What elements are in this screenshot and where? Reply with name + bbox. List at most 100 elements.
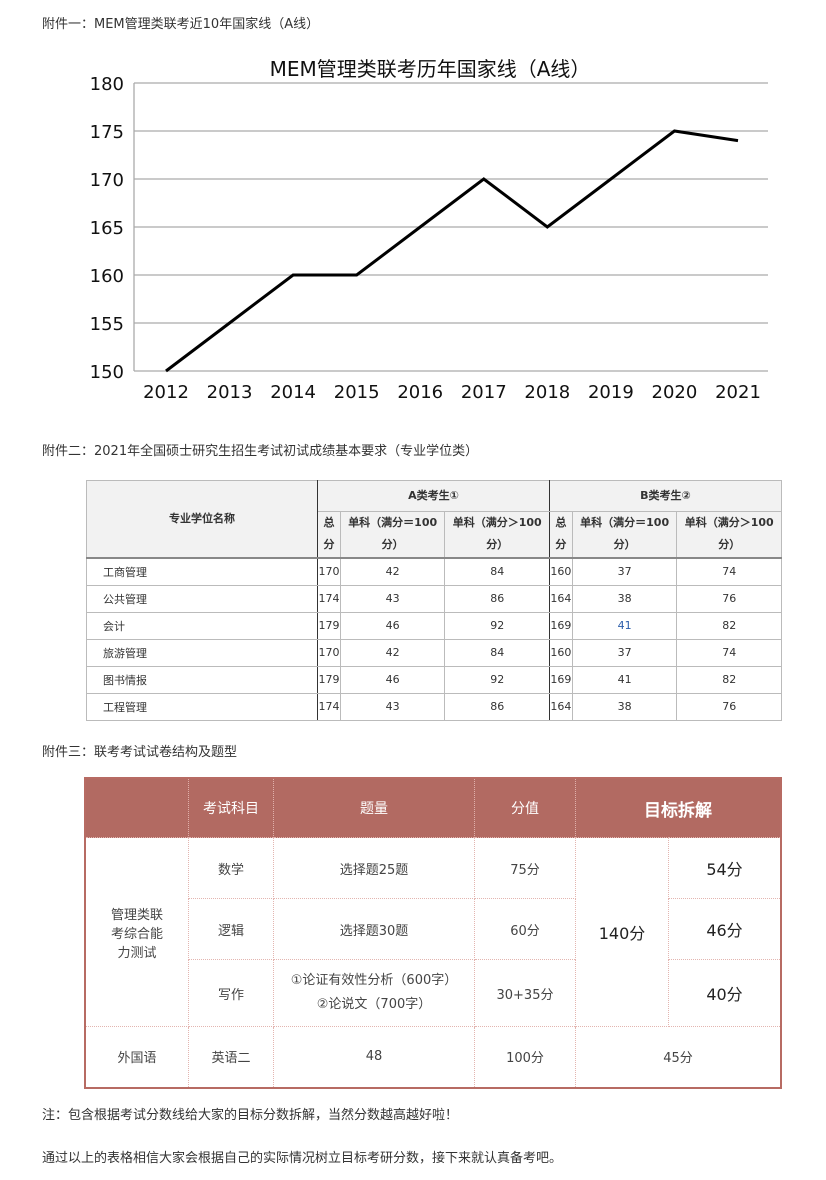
x-tick-label: 2016	[397, 382, 443, 403]
table-cell: 179	[317, 665, 341, 694]
writing-score: 30+35分	[474, 959, 576, 1027]
row-name: 工商管理	[86, 557, 318, 586]
table-cell: 86	[444, 692, 550, 721]
subject-math: 数学	[188, 837, 274, 899]
x-tick-label: 2018	[524, 382, 570, 403]
table-cell: 84	[444, 557, 550, 586]
table-cell: 160	[548, 638, 573, 667]
x-tick-label: 2017	[461, 382, 507, 403]
note: 注：包含根据考试分数线给大家的目标分数拆解，当然分数越高越好啦！	[42, 1108, 459, 1123]
y-tick-label: 170	[90, 170, 124, 191]
subject-logic: 逻辑	[188, 898, 274, 960]
table-cell: 174	[317, 692, 341, 721]
table-cell: 160	[548, 557, 573, 586]
writing-target: 40分	[668, 959, 782, 1027]
table-cell: 84	[444, 638, 550, 667]
table-cell: 170	[317, 557, 341, 586]
header-score: 分值	[474, 778, 576, 838]
line-chart: MEM管理类联考历年国家线（A线） 150 155 160 165 170 175 180 20…	[90, 57, 768, 403]
logic-target: 46分	[668, 898, 782, 960]
table-cell: 86	[444, 584, 550, 613]
table-cell: 179	[317, 611, 341, 640]
header-a-gt: 单科（满分＞100分）	[444, 511, 550, 558]
table-cell: 174	[317, 584, 341, 613]
subject-writing: 写作	[188, 959, 274, 1027]
table-row: 工程管理 174 43 86 164 38 76	[86, 692, 782, 721]
table-cell: 164	[548, 692, 573, 721]
x-tick-label: 2019	[588, 382, 634, 403]
header-count: 题量	[273, 778, 475, 838]
y-tick-label: 150	[90, 362, 124, 383]
table-cell: 43	[339, 692, 446, 721]
x-tick-label: 2012	[143, 382, 189, 403]
english-target: 45分	[575, 1026, 782, 1088]
header-target: 目标拆解	[575, 778, 782, 838]
header-name: 专业学位名称	[86, 480, 318, 558]
table-row: 图书情报 179 46 92 169 41 82	[86, 665, 782, 694]
header-blank	[85, 778, 189, 838]
row-name: 公共管理	[86, 584, 318, 613]
caption-2: 附件二：2021年全国硕士研究生招生考试初试成绩基本要求（专业学位类）	[42, 444, 479, 459]
row-name: 图书情报	[86, 665, 318, 694]
table-cell: 46	[339, 665, 446, 694]
score-requirements-table: 专业学位名称 A类考生① B类考生② 总分 单科（满分＝100分） 单科（满分＞10…	[86, 480, 783, 721]
x-tick-label: 2014	[270, 382, 316, 403]
table-cell: 82	[676, 665, 782, 694]
header-b-total: 总分	[548, 511, 573, 558]
table-cell: 43	[339, 584, 446, 613]
logic-score: 60分	[474, 898, 576, 960]
caption-3: 附件三：联考考试试卷结构及题型	[42, 745, 238, 760]
x-tick-label: 2013	[207, 382, 253, 403]
table-cell: 169	[548, 665, 573, 694]
table-row: 旅游管理 170 42 84 160 37 74	[86, 638, 782, 667]
header-b-eq: 单科（满分＝100分）	[571, 511, 678, 558]
table-row: 会计 179 46 92 169 41 82	[86, 611, 782, 640]
group-target: 140分	[575, 837, 669, 1027]
x-tick-label: 2015	[334, 382, 380, 403]
series-line	[165, 129, 739, 373]
english-score: 100分	[474, 1026, 576, 1088]
table-cell: 38	[571, 584, 678, 613]
writing-count-1: ①论证有效性分析（600字）	[290, 973, 458, 988]
table-cell: 42	[339, 557, 446, 586]
table-cell: 46	[339, 611, 446, 640]
row-name: 会计	[86, 611, 318, 640]
table-cell: 41	[571, 665, 678, 694]
chart-title: MEM管理类联考历年国家线（A线）	[270, 57, 591, 81]
table-cell: 74	[676, 557, 782, 586]
writing-count-2: ②论说文（700字）	[316, 997, 432, 1012]
header-a-total: 总分	[317, 511, 341, 558]
group-comprehensive: 管理类联考综合能力测试	[84, 837, 189, 1027]
table-cell: 37	[571, 638, 678, 667]
english-count: 48	[273, 1026, 475, 1088]
y-tick-label: 165	[90, 218, 124, 239]
table-cell: 38	[571, 692, 678, 721]
row-name: 工程管理	[86, 692, 318, 721]
table-cell: 92	[444, 611, 550, 640]
group-foreign: 外国语	[84, 1026, 189, 1088]
y-tick-label: 160	[90, 266, 124, 287]
math-count: 选择题25题	[273, 837, 475, 899]
math-target: 54分	[668, 837, 782, 899]
x-tick-label: 2020	[652, 382, 698, 403]
math-score: 75分	[474, 837, 576, 899]
table-cell: 37	[571, 557, 678, 586]
table-cell: 169	[548, 611, 573, 640]
table-cell: 164	[548, 584, 573, 613]
logic-count: 选择题30题	[273, 898, 475, 960]
header-b-gt: 单科（满分＞100分）	[676, 511, 782, 558]
subject-english: 英语二	[188, 1026, 274, 1088]
table-cell: 76	[676, 584, 782, 613]
y-tick-label: 155	[90, 314, 124, 335]
x-tick-label: 2021	[715, 382, 761, 403]
header-b: B类考生②	[548, 480, 783, 512]
table-cell: 82	[676, 611, 782, 640]
header-a: A类考生①	[317, 480, 550, 512]
table-cell: 74	[676, 638, 782, 667]
table-cell: 170	[317, 638, 341, 667]
table-cell: 92	[444, 665, 550, 694]
table-row: 公共管理 174 43 86 164 38 76	[86, 584, 782, 613]
table-cell: 42	[339, 638, 446, 667]
closing-text: 通过以上的表格相信大家会根据自己的实际情况树立目标考研分数，接下来就认真备考吧。	[42, 1151, 563, 1166]
header-a-eq: 单科（满分＝100分）	[339, 511, 446, 558]
